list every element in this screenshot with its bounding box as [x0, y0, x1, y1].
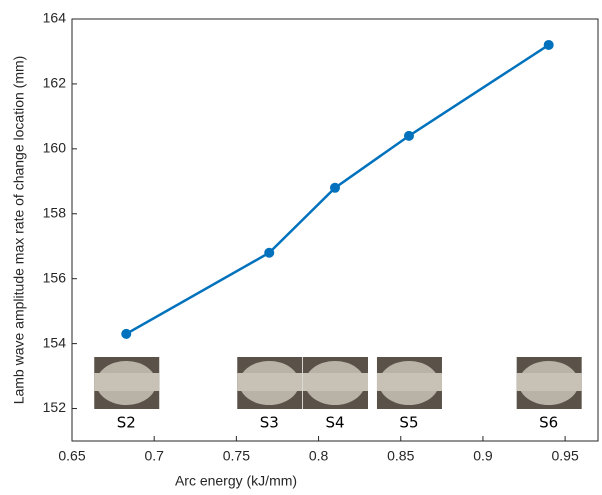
x-axis-label: Arc energy (kJ/mm) — [175, 473, 297, 489]
annotation: S4 — [325, 414, 344, 432]
data-point — [330, 182, 340, 193]
annotation: S2 — [117, 414, 136, 432]
y-tick-label: 160 — [43, 140, 67, 156]
annotation: S3 — [260, 414, 279, 432]
y-tick-label: 152 — [43, 399, 67, 415]
weld-plate — [376, 373, 442, 391]
weld-plate — [237, 373, 303, 391]
data-point — [264, 247, 275, 258]
x-tick-label: 0.65 — [58, 448, 85, 464]
y-tick-label: 158 — [43, 204, 67, 220]
y-tick-label: 154 — [43, 334, 67, 350]
weld-plate — [94, 373, 160, 391]
y-tick-label: 162 — [43, 75, 67, 91]
y-tick-label: 164 — [43, 10, 67, 26]
weld-plate — [516, 373, 582, 391]
y-axis-label: Lamb wave amplitude max rate of change l… — [11, 56, 27, 405]
x-tick-label: 0.9 — [473, 448, 493, 464]
data-point — [121, 328, 132, 339]
plot-frame — [71, 18, 599, 442]
y-tick-label: 156 — [43, 269, 67, 285]
x-tick-label: 0.8 — [309, 448, 329, 464]
x-tick-label: 0.75 — [223, 448, 250, 464]
x-tick-label: 0.85 — [387, 448, 414, 464]
annotation: S5 — [399, 414, 418, 432]
annotation: S6 — [539, 414, 558, 432]
x-tick-label: 0.95 — [552, 448, 579, 464]
data-point — [403, 130, 414, 141]
data-point — [543, 39, 554, 50]
weld-plate — [303, 373, 368, 391]
x-tick-label: 0.7 — [144, 448, 164, 464]
